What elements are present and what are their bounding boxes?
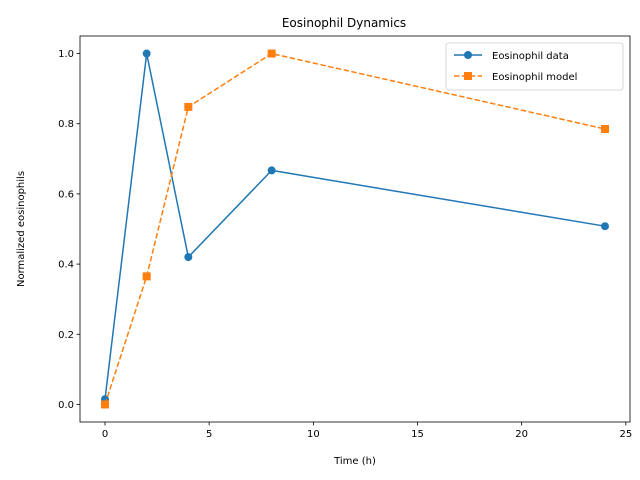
- x-tick-label: 10: [307, 429, 320, 440]
- plot-area: [101, 49, 609, 409]
- x-axis-label: Time (h): [333, 456, 376, 467]
- legend-marker: [464, 51, 472, 59]
- legend-label: Eosinophil data: [492, 51, 569, 62]
- data-point: [267, 166, 276, 175]
- legend-box: [445, 42, 624, 91]
- series-2: [101, 49, 609, 409]
- data-point: [184, 253, 193, 262]
- data-point: [267, 49, 276, 58]
- legend-entry: Eosinophil data: [454, 51, 569, 62]
- y-tick-label: 0.8: [58, 119, 74, 130]
- y-tick-label: 1.0: [58, 49, 74, 60]
- legend-entry: Eosinophil model: [454, 72, 577, 83]
- data-point: [601, 222, 609, 231]
- legend-label: Eosinophil model: [492, 72, 577, 83]
- x-tick-label: 25: [619, 429, 632, 440]
- x-tick-label: 15: [411, 429, 424, 440]
- data-point: [601, 124, 609, 133]
- legend: Eosinophil data Eosinophil model: [445, 42, 624, 91]
- data-point: [184, 102, 193, 111]
- y-axis-label: Normalized eosinophils: [16, 171, 27, 287]
- chart-title: Eosinophil Dynamics: [282, 16, 406, 30]
- data-point: [142, 272, 151, 281]
- legend-marker: [464, 72, 472, 80]
- y-tick-label: 0.2: [58, 330, 74, 341]
- data-point: [101, 400, 109, 409]
- y-tick-label: 0.0: [58, 400, 74, 411]
- x-tick-label: 5: [206, 429, 212, 440]
- x-tick-label: 20: [515, 429, 528, 440]
- x-tick-label: 0: [102, 429, 108, 440]
- axis-ticks: 0 5 10 15 20 25 0.0 0.2 0.4 0.6 0.8 1.0: [58, 49, 632, 440]
- data-point: [142, 49, 151, 58]
- y-tick-label: 0.4: [58, 260, 74, 271]
- y-tick-label: 0.6: [58, 189, 74, 200]
- axes-frame: [79, 35, 631, 423]
